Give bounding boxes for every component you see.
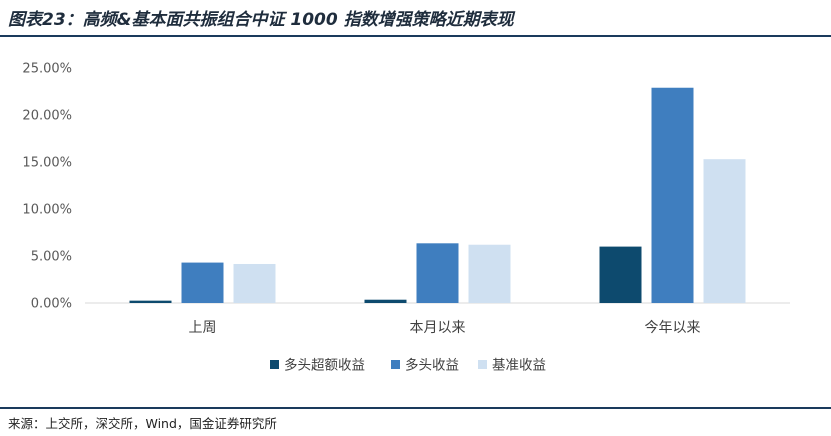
y-tick-label: 20.00% — [22, 109, 72, 124]
category-label: 上周 — [189, 320, 217, 336]
legend-label: 基准收益 — [492, 357, 546, 374]
y-tick-label: 10.00% — [22, 203, 72, 218]
legend-swatch — [391, 360, 400, 369]
bar-3-2 — [468, 244, 511, 303]
bar-3-1 — [233, 263, 276, 303]
bar-2-3 — [651, 87, 694, 304]
bar-2-2 — [416, 243, 459, 303]
bars — [129, 87, 746, 304]
bar-1-2 — [364, 299, 407, 303]
source-divider — [0, 407, 831, 409]
legend: 多头超额收益 多头收益 基准收益 — [270, 357, 546, 374]
bar-1-3 — [599, 246, 642, 303]
category-label: 今年以来 — [645, 320, 701, 336]
y-tick-label: 5.00% — [31, 250, 72, 265]
legend-swatch — [270, 360, 279, 369]
bar-2-1 — [181, 262, 224, 303]
chart-title: 图表23：高频&基本面共振组合中证 1000 指数增强策略近期表现 — [8, 10, 514, 30]
y-axis-ticks: 0.00% 5.00% 10.00% 15.00% 20.00% 25.00% — [22, 62, 72, 312]
y-tick-label: 0.00% — [31, 297, 72, 312]
category-label: 本月以来 — [410, 320, 466, 336]
source-note: 来源：上交所，深交所，Wind，国金证券研究所 — [8, 416, 277, 431]
legend-swatch — [478, 360, 487, 369]
category-labels: 上周 本月以来 今年以来 — [189, 320, 701, 336]
bar-3-3 — [703, 159, 746, 303]
legend-label: 多头超额收益 — [284, 357, 365, 374]
legend-label: 多头收益 — [405, 357, 459, 374]
y-tick-label: 25.00% — [22, 62, 72, 77]
title-divider — [0, 35, 831, 37]
bar-1-1 — [129, 300, 172, 303]
bar-chart: 0.00% 5.00% 10.00% 15.00% 20.00% 25.00% 上周 本月以… — [22, 62, 790, 374]
y-tick-label: 15.00% — [22, 156, 72, 171]
